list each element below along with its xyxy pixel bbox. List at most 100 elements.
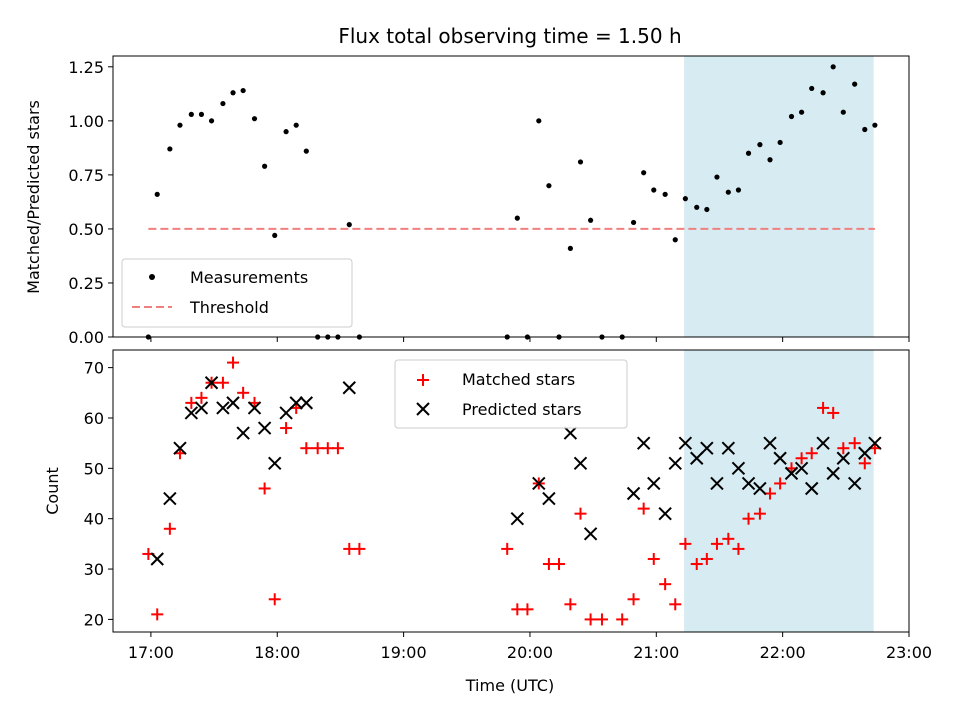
measurements-point [220, 100, 226, 107]
measurements-point [714, 174, 720, 180]
x-tick-label: 21:00 [633, 643, 679, 662]
count-panel-frame [112, 349, 910, 633]
predicted-stars-point [741, 476, 756, 491]
ratio-panel: 0.00 0.25 0.50 0.75 1.00 1.25 Matched/Predict… [24, 55, 910, 347]
matched-stars-point [321, 442, 334, 455]
predicted-stars-point [626, 486, 641, 501]
predicted-stars-point [583, 527, 598, 541]
matched-stars-point [637, 502, 650, 515]
measurements-point [809, 85, 815, 92]
predicted-stars-point [194, 401, 209, 415]
predicted-stars-point [847, 476, 862, 491]
predicted-stars-point [784, 466, 799, 481]
predicted-stars-point [268, 456, 282, 471]
measurements-point [198, 111, 205, 117]
count-y-tick-label: 60 [84, 409, 104, 428]
measurements-point [630, 219, 637, 226]
measurements-point [177, 122, 183, 128]
measurements-point [725, 189, 731, 195]
predicted-stars-point [858, 446, 872, 460]
predicted-stars-point [710, 476, 724, 491]
measurements-point [514, 215, 520, 221]
measurements-point [745, 150, 752, 156]
matched-stars-point [258, 482, 271, 495]
matched-stars-point [616, 613, 629, 626]
matched-stars-point [311, 442, 324, 455]
legend-measurements-marker [149, 274, 155, 280]
figure-title: Flux total observing time = 1.50 h [338, 24, 681, 48]
predicted-stars-point [805, 481, 819, 496]
matched-stars-point [227, 356, 240, 369]
predicted-stars-point [247, 401, 262, 415]
measurements-point [694, 204, 700, 210]
measurements-point [577, 159, 584, 165]
measurements-point [672, 237, 678, 243]
measurements-point [641, 170, 647, 176]
predicted-stars-point [721, 441, 736, 455]
ratio-panel-ylabel: Matched/Predicted stars [24, 100, 43, 294]
matched-stars-point [268, 593, 281, 606]
matched-stars-point [837, 442, 850, 455]
matched-stars-point [742, 512, 755, 525]
x-tick-label: 19:00 [381, 643, 427, 662]
matched-stars-point [753, 507, 766, 520]
count-y-tick-label: 70 [84, 359, 104, 378]
measurements-point [283, 129, 289, 135]
predicted-stars-point [289, 396, 303, 410]
ratio-y-tick-label: 1.00 [68, 112, 104, 131]
measurements-point [167, 146, 173, 152]
matched-stars-point [280, 422, 293, 435]
predicted-stars-point [773, 451, 787, 465]
measurements-point [567, 245, 573, 251]
measurements-point [262, 163, 268, 169]
measurements-point [588, 217, 594, 223]
predicted-stars-point [226, 396, 240, 410]
measurements-point [293, 122, 299, 128]
measurements-point [208, 118, 215, 124]
ratio-legend-box [121, 258, 353, 328]
predicted-stars-point [794, 461, 809, 476]
measurements-point [735, 187, 742, 193]
matched-stars-point [331, 442, 344, 455]
count-legend-box [394, 359, 628, 429]
matched-stars-point [805, 447, 818, 460]
predicted-stars-point [763, 436, 777, 450]
matched-stars-point [659, 578, 672, 591]
legend-predicted-marker [416, 402, 430, 416]
predicted-stars-point [636, 436, 651, 450]
legend-matched-marker [417, 374, 429, 386]
legend-measurements-label: Measurements [190, 268, 308, 287]
measurements-point [272, 232, 278, 239]
measurements-point [862, 126, 868, 133]
measurements-point [820, 90, 826, 96]
predicted-stars-point [700, 441, 714, 455]
x-axis-label: Time (UTC) [465, 676, 554, 695]
matched-stars-point [216, 376, 229, 389]
matched-stars-point [732, 542, 745, 555]
ratio-y-tick-label: 0.75 [68, 166, 104, 185]
predicted-stars-point [753, 481, 767, 496]
count-observing-window [684, 350, 874, 632]
measurements-point [154, 191, 160, 197]
legend-matched-label: Matched stars [462, 370, 575, 389]
predicted-stars-point [279, 406, 293, 420]
measurements-point [852, 81, 858, 87]
measurements-point [188, 111, 194, 117]
measurements-point [251, 116, 258, 122]
matched-stars-point [827, 406, 840, 419]
matched-stars-point [690, 558, 703, 571]
measurements-point [546, 183, 552, 189]
matched-stars-point [553, 558, 566, 571]
measurements-point [303, 148, 309, 154]
measurements-point [799, 109, 805, 115]
measurements-point [777, 139, 783, 146]
ratio-y-tick-label: 1.25 [68, 58, 104, 77]
predicted-stars-point [163, 491, 177, 506]
count-panel-legend: Matched stars Predicted stars [394, 359, 628, 429]
x-tick-label: 18:00 [254, 643, 300, 662]
matched-stars-point [343, 542, 356, 555]
measurements-point [757, 142, 763, 148]
matched-stars-point [722, 532, 735, 545]
predicted-stars-point [690, 451, 704, 465]
